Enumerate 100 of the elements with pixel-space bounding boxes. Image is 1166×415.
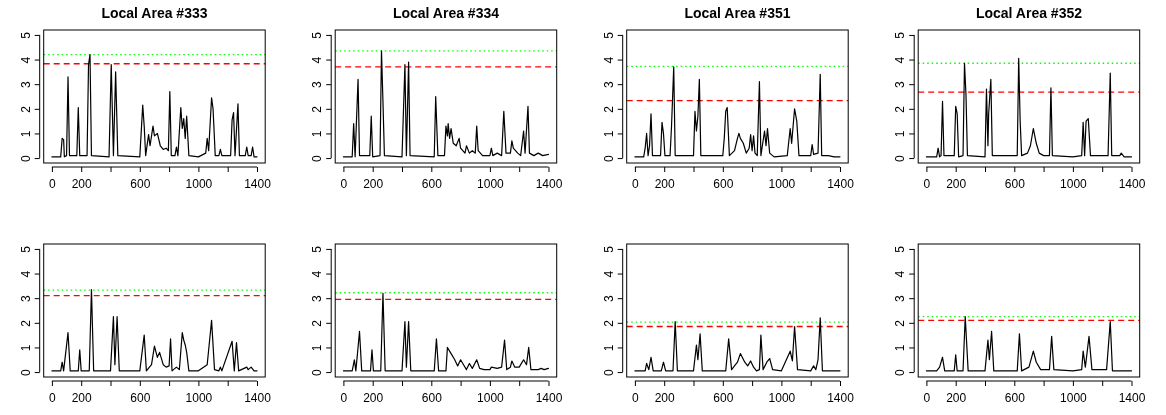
line-series	[342, 292, 550, 372]
x-tick-label: 0	[340, 176, 348, 191]
x-tick-label: 1400	[244, 390, 272, 405]
y-tick-label: 0	[310, 154, 325, 162]
y-tick-label: 2	[601, 105, 616, 113]
x-tick-label: 200	[946, 176, 967, 191]
y-tick-label: 5	[18, 31, 33, 39]
y-tick-label: 1	[601, 130, 616, 138]
x-tick-label: 1000	[185, 390, 213, 405]
x-tick-label: 0	[632, 390, 640, 405]
x-tick-label: 1000	[768, 176, 796, 191]
x-tick-label: 200	[654, 176, 676, 191]
x-tick-label: 200	[363, 390, 384, 405]
x-tick-label: 1400	[827, 390, 855, 405]
line-series	[51, 54, 258, 158]
y-tick-label: 3	[601, 81, 616, 89]
y-tick-label: 5	[601, 31, 616, 39]
y-tick-label: 5	[893, 245, 908, 253]
y-tick-label: 0	[893, 368, 908, 376]
y-tick-label: 3	[893, 81, 908, 89]
y-tick-label: 4	[18, 270, 33, 278]
x-tick-label: 0	[49, 390, 57, 405]
x-tick-label: 1400	[827, 176, 855, 191]
x-tick-label: 0	[49, 176, 57, 191]
line-series	[51, 288, 258, 372]
y-tick-label: 1	[310, 344, 325, 352]
y-tick-label: 1	[310, 130, 325, 138]
y-tick-label: 1	[18, 130, 33, 138]
x-tick-label: 200	[654, 390, 676, 405]
x-tick-label: 1400	[535, 176, 563, 191]
y-tick-label: 3	[18, 81, 33, 89]
y-tick-label: 3	[310, 295, 325, 303]
line-series	[925, 316, 1133, 372]
x-tick-label: 0	[923, 390, 931, 405]
y-tick-label: 1	[601, 344, 616, 352]
y-tick-label: 4	[310, 56, 325, 64]
x-tick-label: 200	[363, 176, 384, 191]
y-tick-label: 0	[601, 368, 616, 376]
y-tick-label: 3	[601, 295, 616, 303]
y-tick-label: 5	[18, 245, 33, 253]
y-tick-label: 0	[601, 154, 616, 162]
x-tick-label: 1000	[1060, 176, 1088, 191]
y-tick-label: 4	[18, 56, 33, 64]
y-tick-label: 3	[893, 295, 908, 303]
x-tick-label: 600	[421, 390, 443, 405]
y-tick-label: 4	[893, 56, 908, 64]
y-tick-label: 2	[601, 319, 616, 327]
y-tick-label: 2	[18, 319, 33, 327]
line-series	[634, 317, 841, 372]
x-tick-label: 600	[1004, 176, 1026, 191]
y-tick-label: 0	[310, 368, 325, 376]
y-tick-label: 4	[601, 270, 616, 278]
x-tick-label: 1000	[477, 176, 505, 191]
y-tick-label: 2	[893, 105, 908, 113]
chart-title: Local Area #351	[684, 5, 791, 21]
x-tick-label: 600	[421, 176, 443, 191]
y-tick-label: 2	[18, 105, 33, 113]
x-tick-label: 200	[71, 176, 93, 191]
x-tick-label: 200	[71, 390, 93, 405]
line-series	[925, 57, 1133, 158]
line-series	[634, 66, 841, 158]
y-tick-label: 4	[893, 270, 908, 278]
y-tick-label: 0	[893, 154, 908, 162]
x-tick-label: 1000	[768, 390, 796, 405]
y-tick-label: 1	[893, 130, 908, 138]
x-tick-label: 0	[632, 176, 640, 191]
chart-title: Local Area #333	[101, 5, 208, 21]
y-tick-label: 4	[601, 56, 616, 64]
x-tick-label: 1400	[244, 176, 272, 191]
y-tick-label: 1	[18, 344, 33, 352]
x-tick-label: 1000	[1060, 390, 1088, 405]
y-tick-label: 5	[310, 31, 325, 39]
chart-title: Local Area #334	[392, 5, 500, 21]
chart-title: Local Area #352	[975, 5, 1083, 21]
y-tick-label: 5	[893, 31, 908, 39]
y-tick-label: 2	[310, 319, 325, 327]
y-tick-label: 5	[310, 245, 325, 253]
y-tick-label: 4	[310, 270, 325, 278]
x-tick-label: 1000	[185, 176, 213, 191]
y-tick-label: 2	[893, 319, 908, 327]
x-tick-label: 600	[130, 176, 151, 191]
y-tick-label: 0	[18, 368, 33, 376]
x-tick-label: 0	[923, 176, 931, 191]
x-tick-label: 1400	[1118, 176, 1146, 191]
y-tick-label: 0	[18, 154, 33, 162]
y-tick-label: 1	[893, 344, 908, 352]
x-tick-label: 600	[713, 176, 734, 191]
y-tick-label: 5	[601, 245, 616, 253]
y-tick-label: 2	[310, 105, 325, 113]
x-tick-label: 600	[1004, 390, 1026, 405]
y-tick-label: 3	[310, 81, 325, 89]
y-tick-label: 3	[18, 295, 33, 303]
line-series	[342, 50, 550, 158]
x-tick-label: 1000	[477, 390, 505, 405]
x-tick-label: 600	[130, 390, 151, 405]
x-tick-label: 1400	[1118, 390, 1146, 405]
x-tick-label: 600	[713, 390, 734, 405]
x-tick-label: 0	[340, 390, 348, 405]
x-tick-label: 1400	[535, 390, 563, 405]
x-tick-label: 200	[946, 390, 967, 405]
